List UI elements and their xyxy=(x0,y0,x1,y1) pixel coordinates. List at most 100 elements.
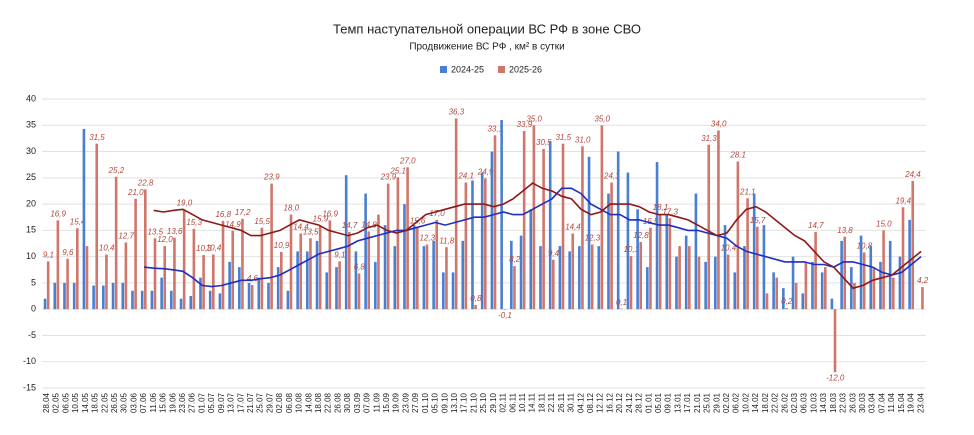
x-tick-label: 14.02 xyxy=(751,392,760,413)
bar xyxy=(202,255,205,310)
x-tick-label: 09.01 xyxy=(664,392,673,413)
bar xyxy=(723,225,727,310)
bar xyxy=(309,238,312,310)
bar xyxy=(658,214,662,310)
value-label: 12,7 xyxy=(118,232,134,241)
trend-line xyxy=(153,182,922,290)
bar xyxy=(843,236,847,310)
x-tick-label: 14.05 xyxy=(81,392,90,413)
bar xyxy=(587,156,591,310)
x-tick-label: 21.01 xyxy=(693,392,702,413)
bar xyxy=(105,254,108,310)
bar xyxy=(335,267,338,310)
bar xyxy=(539,246,542,310)
bar xyxy=(568,251,571,310)
bar xyxy=(280,251,283,310)
bar xyxy=(374,261,377,310)
value-label: 34,0 xyxy=(711,120,727,129)
bar xyxy=(490,151,494,310)
x-tick-label: 18.11 xyxy=(537,392,546,412)
bar xyxy=(124,242,128,310)
bar xyxy=(775,277,779,310)
bar xyxy=(386,183,390,310)
bar xyxy=(513,266,516,310)
bar xyxy=(552,259,555,310)
bar xyxy=(150,290,154,310)
bar xyxy=(480,172,484,310)
x-tick-label: 21.07 xyxy=(246,392,255,413)
bar xyxy=(357,273,361,310)
x-tick-label: 30.11 xyxy=(567,392,576,412)
bar xyxy=(131,290,134,310)
x-tick-label: 16.12 xyxy=(605,392,614,413)
bar xyxy=(199,277,202,310)
legend-swatch xyxy=(498,66,505,73)
bar xyxy=(451,272,455,310)
bar xyxy=(82,128,86,310)
bar xyxy=(646,267,649,310)
x-tick-label: 23.06 xyxy=(178,392,187,413)
bar xyxy=(862,252,866,310)
y-tick-label: 0 xyxy=(31,304,36,314)
x-tick-label: 13.07 xyxy=(227,392,236,413)
value-label: 8,2 xyxy=(509,255,521,264)
value-label: 25,1 xyxy=(389,166,406,175)
bar xyxy=(869,246,873,310)
bar xyxy=(445,247,448,310)
x-tick-label: 02.02 xyxy=(722,392,731,413)
value-label: 14,7 xyxy=(342,221,358,230)
bar xyxy=(558,246,562,310)
x-tick-label: 18.02 xyxy=(761,392,770,413)
value-label: 13,6 xyxy=(167,227,183,236)
value-label: 12,3 xyxy=(419,234,435,243)
bar xyxy=(752,193,756,310)
bar xyxy=(859,235,863,310)
x-tick-label: 14.08 xyxy=(304,392,313,413)
y-tick-label: -5 xyxy=(28,330,36,340)
bar xyxy=(892,277,895,310)
x-tick-label: 22.11 xyxy=(547,392,556,412)
bar xyxy=(247,282,251,310)
value-label: 24,9 xyxy=(477,167,494,176)
x-tick-label: 26.03 xyxy=(848,392,857,413)
bar xyxy=(393,246,397,310)
x-tick-label: 10.02 xyxy=(741,392,750,413)
bar xyxy=(56,220,60,310)
bar xyxy=(726,254,730,310)
value-label: 23,9 xyxy=(380,173,397,182)
x-tick-label: 06.05 xyxy=(61,392,70,413)
value-label: 31,5 xyxy=(89,133,105,142)
x-tick-label: 15.09 xyxy=(382,392,391,413)
y-tick-label: 5 xyxy=(31,277,36,287)
chart-subtitle: Продвижение ВС РФ , км² в сутки xyxy=(409,42,564,53)
bar xyxy=(911,180,915,310)
y-tick-label: -10 xyxy=(23,356,36,366)
x-tick-label: 01.07 xyxy=(197,392,206,413)
value-label: 27,0 xyxy=(399,156,416,165)
y-tick-label: -15 xyxy=(23,382,36,392)
bar xyxy=(675,256,678,310)
x-tick-label: 28.04 xyxy=(42,392,51,413)
bar xyxy=(493,135,497,310)
value-label: 18,1 xyxy=(653,203,669,212)
bar xyxy=(707,144,711,310)
bar xyxy=(694,193,698,310)
bar xyxy=(678,246,681,310)
bar xyxy=(921,287,924,310)
bar xyxy=(435,219,439,310)
bar xyxy=(882,230,885,310)
value-label: 0,8 xyxy=(470,294,482,303)
bar xyxy=(571,233,575,310)
x-tick-label: 13.10 xyxy=(450,392,459,413)
bar xyxy=(484,178,487,310)
bar xyxy=(212,254,215,310)
value-label: 0,1 xyxy=(616,298,627,307)
bar xyxy=(908,219,911,310)
bar xyxy=(461,240,465,310)
bar xyxy=(364,193,367,310)
x-tick-label: 10.11 xyxy=(518,392,527,412)
bar xyxy=(519,235,523,310)
value-label: 15,4 xyxy=(70,217,86,226)
x-tick-label: 17.10 xyxy=(460,392,469,413)
